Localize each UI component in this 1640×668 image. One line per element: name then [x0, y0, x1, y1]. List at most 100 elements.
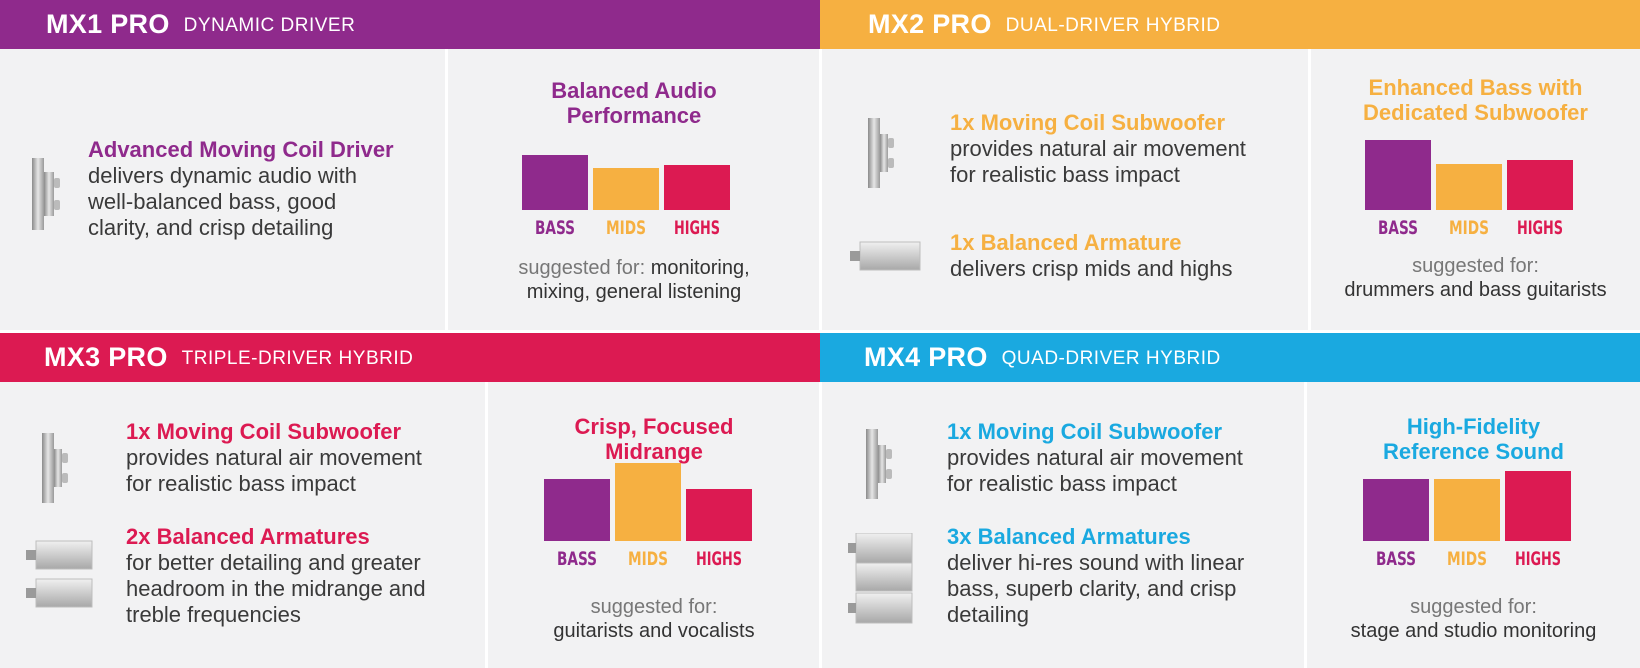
model-name: MX3 PRO: [44, 342, 168, 372]
driver-desc-line: deliver hi-res sound with linear: [947, 550, 1245, 575]
driver-desc-line: for realistic bass impact: [126, 471, 356, 496]
model-name: MX1 PRO: [46, 9, 170, 39]
panel-divider: [1304, 382, 1307, 668]
category-label-mids: MIDS: [628, 548, 668, 570]
frequency-bar-chart: BASS MIDS HIGHS: [1363, 461, 1571, 576]
balanced-armature-icon: [850, 240, 922, 277]
driver-title: 1x Balanced Armature: [950, 230, 1182, 255]
category-label-highs: HIGHS: [674, 217, 720, 239]
model-type: TRIPLE-DRIVER HYBRID: [181, 348, 414, 369]
panel-divider: [445, 49, 448, 333]
driver-description: 1x Moving Coil Subwoofer provides natura…: [950, 110, 1290, 188]
driver-desc-line: well-balanced bass, good: [88, 189, 337, 214]
bar-bass: [1363, 479, 1429, 541]
bar-mids: [1434, 479, 1500, 541]
moving-coil-driver-icon: [28, 158, 64, 235]
bar-chart-svg: BASS MIDS HIGHS: [1365, 140, 1573, 239]
chart-title: Balanced Audio Performance: [448, 78, 820, 128]
driver-description: 2x Balanced Armatures for better detaili…: [126, 524, 466, 628]
frequency-bar-chart: BASS MIDS HIGHS: [522, 130, 730, 245]
driver-desc-line: treble frequencies: [126, 602, 301, 627]
driver-desc-line: clarity, and crisp detailing: [88, 215, 334, 240]
moving-coil-subwoofer-icon: [866, 118, 898, 193]
driver-title: 1x Moving Coil Subwoofer: [126, 419, 402, 444]
bar-chart-svg: BASS MIDS HIGHS: [544, 463, 752, 570]
bar-chart-svg: BASS MIDS HIGHS: [1363, 471, 1571, 570]
suggested-for-label: suggested for:: [1412, 255, 1539, 277]
category-label-mids: MIDS: [606, 217, 646, 239]
bar-mids: [593, 168, 659, 210]
mx2-panel: MX2 PRO DUAL-DRIVER HYBRID 1x Moving Coi…: [820, 0, 1640, 333]
driver-desc-line: delivers dynamic audio with: [88, 163, 358, 188]
mx4-header: MX4 PRO QUAD-DRIVER HYBRID: [820, 333, 1640, 382]
category-label-bass: BASS: [1378, 217, 1418, 239]
model-type: QUAD-DRIVER HYBRID: [1001, 348, 1221, 369]
balanced-armatures-icon: [848, 532, 914, 630]
bar-bass: [544, 479, 610, 541]
column-divider: [819, 49, 822, 331]
chart-title-line: Enhanced Bass with: [1368, 75, 1583, 100]
driver-title: 2x Balanced Armatures: [126, 524, 370, 549]
category-label-highs: HIGHS: [1517, 217, 1563, 239]
mx2-header: MX2 PRO DUAL-DRIVER HYBRID: [820, 0, 1640, 49]
column-divider: [819, 382, 822, 668]
moving-coil-subwoofer-icon: [864, 429, 896, 504]
row-divider: [0, 330, 1640, 333]
chart-title-line: Reference Sound: [1383, 439, 1564, 464]
frequency-bar-chart: BASS MIDS HIGHS: [544, 461, 752, 576]
chart-title-line: Performance: [566, 103, 702, 128]
model-name: MX4 PRO: [864, 342, 988, 372]
driver-description: 1x Balanced Armature delivers crisp mids…: [950, 230, 1290, 282]
driver-title: Advanced Moving Coil Driver: [88, 137, 394, 162]
chart-title-line: Midrange: [605, 439, 703, 464]
suggested-use-text: monitoring,: [650, 257, 750, 279]
category-label-bass: BASS: [1376, 548, 1416, 570]
driver-desc-line: provides natural air movement: [126, 445, 422, 470]
chart-title-line: Dedicated Subwoofer: [1363, 100, 1588, 125]
mx4-panel: MX4 PRO QUAD-DRIVER HYBRID 1x Moving Coi…: [820, 333, 1640, 668]
driver-desc-line: for realistic bass impact: [950, 162, 1180, 187]
suggested-use-text: stage and studio monitoring: [1350, 620, 1597, 642]
mx3-header: MX3 PRO TRIPLE-DRIVER HYBRID: [0, 333, 820, 382]
bar-highs: [1507, 160, 1573, 210]
driver-desc-line: provides natural air movement: [950, 136, 1246, 161]
driver-description: Advanced Moving Coil Driver delivers dyn…: [88, 137, 418, 241]
driver-desc-line: for better detailing and greater: [126, 550, 421, 575]
chart-title-line: High-Fidelity: [1406, 414, 1541, 439]
bar-mids: [615, 463, 681, 541]
driver-desc-line: delivers crisp mids and highs: [950, 256, 1233, 281]
suggested-for-label: suggested for:: [518, 257, 646, 279]
bar-bass: [1365, 140, 1431, 210]
chart-title: Crisp, Focused Midrange: [488, 414, 820, 464]
driver-description: 1x Moving Coil Subwoofer provides natura…: [126, 419, 466, 497]
suggested-use-text: drummers and bass guitarists: [1344, 279, 1607, 301]
model-name: MX2 PRO: [868, 9, 992, 39]
suggested-use: suggested for: guitarists and vocalists: [488, 595, 820, 643]
suggested-for-label: suggested for:: [590, 596, 718, 618]
suggested-use: suggested for: drummers and bass guitari…: [1311, 254, 1640, 302]
category-label-bass: BASS: [535, 217, 575, 239]
model-type: DYNAMIC DRIVER: [183, 15, 356, 36]
category-label-highs: HIGHS: [1515, 548, 1561, 570]
bar-highs: [1505, 471, 1571, 541]
driver-desc-line: bass, superb clarity, and crisp: [947, 576, 1237, 601]
driver-desc-line: headroom in the midrange and: [126, 576, 426, 601]
frequency-bar-chart: BASS MIDS HIGHS: [1365, 130, 1573, 245]
suggested-use-text: guitarists and vocalists: [553, 620, 755, 642]
mx1-header: MX1 PRO DYNAMIC DRIVER: [0, 0, 820, 49]
driver-description: 3x Balanced Armatures deliver hi-res sou…: [947, 524, 1297, 628]
chart-title: High-Fidelity Reference Sound: [1307, 414, 1640, 464]
bar-chart-svg: BASS MIDS HIGHS: [522, 155, 730, 239]
driver-title: 1x Moving Coil Subwoofer: [947, 419, 1223, 444]
driver-title: 3x Balanced Armatures: [947, 524, 1191, 549]
driver-description: 1x Moving Coil Subwoofer provides natura…: [947, 419, 1297, 497]
mx3-panel: MX3 PRO TRIPLE-DRIVER HYBRID 1x Moving C…: [0, 333, 820, 668]
model-type: DUAL-DRIVER HYBRID: [1005, 15, 1221, 36]
category-label-mids: MIDS: [1449, 217, 1489, 239]
moving-coil-subwoofer-icon: [40, 433, 72, 508]
bar-highs: [664, 165, 730, 210]
bar-bass: [522, 155, 588, 210]
bar-highs: [686, 489, 752, 541]
category-label-highs: HIGHS: [696, 548, 742, 570]
bar-mids: [1436, 164, 1502, 210]
